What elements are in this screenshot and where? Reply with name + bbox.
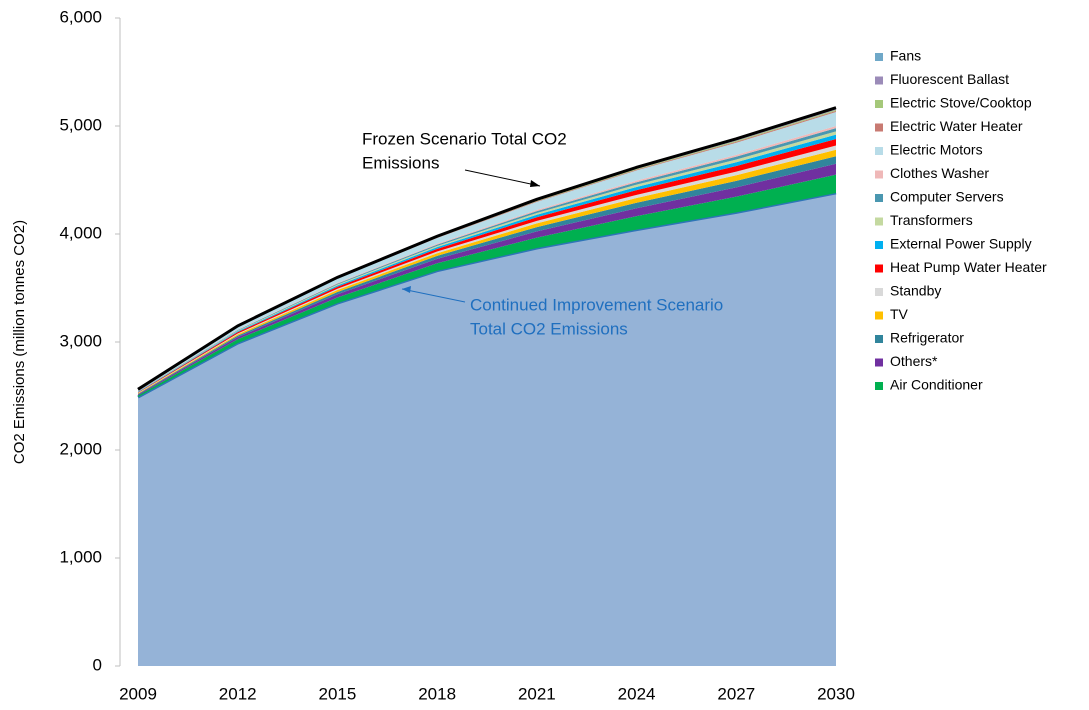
legend-label: External Power Supply xyxy=(890,236,1032,252)
legend-label: Heat Pump Water Heater xyxy=(890,259,1047,275)
annotation: Continued Improvement Scenario xyxy=(470,295,723,314)
legend-swatch xyxy=(875,358,883,367)
legend-label: Electric Water Heater xyxy=(890,118,1023,134)
y-tick-label: 0 xyxy=(93,655,102,674)
area xyxy=(138,174,836,398)
x-tick-label: 2027 xyxy=(717,684,755,703)
legend-swatch xyxy=(875,382,883,390)
y-tick-label: 2,000 xyxy=(59,439,102,458)
arrow xyxy=(401,288,466,303)
area xyxy=(138,163,836,396)
x-tick-label: 2018 xyxy=(418,684,456,703)
area xyxy=(138,192,836,666)
legend-label: Refrigerator xyxy=(890,330,964,346)
legend-label: Others* xyxy=(890,353,938,369)
areas xyxy=(137,106,837,666)
y-tick-label: 1,000 xyxy=(59,547,102,566)
x-tick-label: 2009 xyxy=(119,684,157,703)
annotation: Total CO2 Emissions xyxy=(470,319,628,338)
y-axis-title: CO2 Emissions (million tonnes CO2) xyxy=(11,220,28,464)
legend-label: Electric Motors xyxy=(890,142,983,158)
y-tick-label: 5,000 xyxy=(59,115,102,134)
legend-label: Standby xyxy=(890,283,941,299)
legend-swatch xyxy=(875,311,883,320)
annotation: Emissions xyxy=(362,153,439,172)
legend-swatch xyxy=(875,335,883,343)
arrow-head xyxy=(402,286,411,293)
legend-label: Clothes Washer xyxy=(890,165,989,181)
legend-swatch xyxy=(875,217,883,226)
legend-label: Fluorescent Ballast xyxy=(890,71,1009,87)
area xyxy=(138,156,836,395)
legend-swatch xyxy=(875,264,883,273)
legend-label: Transformers xyxy=(890,212,973,228)
legend-swatch xyxy=(875,147,883,155)
x-tick-label: 2015 xyxy=(319,684,357,703)
legend-swatch xyxy=(875,194,883,202)
legend-swatch xyxy=(875,170,883,179)
x-tick-label: 2030 xyxy=(817,684,855,703)
legend-swatch xyxy=(875,76,883,85)
y-tick-label: 6,000 xyxy=(59,7,102,26)
legend-label: Fans xyxy=(890,48,921,64)
arrow-head xyxy=(530,180,540,187)
annotation: Frozen Scenario Total CO2 xyxy=(362,129,567,148)
x-tick-label: 2012 xyxy=(219,684,257,703)
x-tick-label: 2024 xyxy=(618,684,656,703)
legend-swatch xyxy=(875,53,883,61)
total-line xyxy=(137,106,837,391)
legend-label: Computer Servers xyxy=(890,189,1004,205)
y-tick-label: 4,000 xyxy=(59,223,102,242)
legend-label: TV xyxy=(890,306,909,322)
legend-swatch xyxy=(875,123,883,132)
y-tick-label: 3,000 xyxy=(59,331,102,350)
legend-swatch xyxy=(875,288,883,296)
legend-label: Electric Stove/Cooktop xyxy=(890,95,1032,111)
area xyxy=(138,111,836,392)
legend-label: Air Conditioner xyxy=(890,377,983,393)
legend-swatch xyxy=(875,100,883,108)
legend-swatch xyxy=(875,241,883,249)
x-tick-label: 2021 xyxy=(518,684,556,703)
arrow xyxy=(464,169,541,187)
